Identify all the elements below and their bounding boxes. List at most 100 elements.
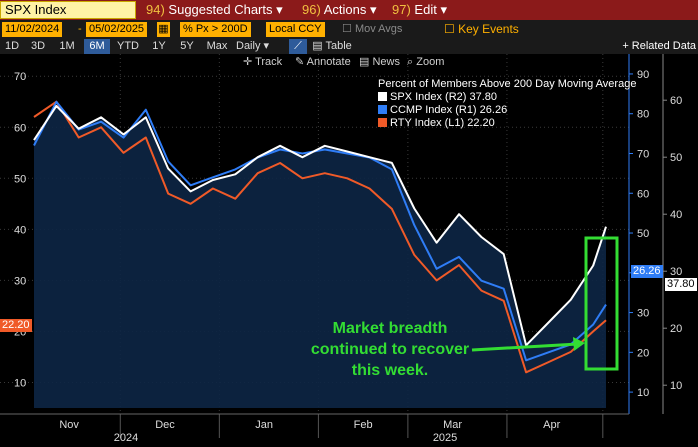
arrow-head-icon [573, 337, 585, 351]
menu-label: Suggested Charts [168, 2, 273, 17]
track-label: Track [255, 56, 283, 68]
y-tick-label-left: 50 [14, 173, 26, 185]
chart-legend: Percent of Members Above 200 Day Moving … [378, 78, 637, 130]
annotation-text: Market breadth continued to recover this… [310, 320, 470, 379]
area-fill [34, 105, 606, 409]
frequency-label: Daily [236, 40, 261, 52]
y-tick-label-r2: 30 [670, 266, 682, 278]
legend-label: RTY Index (L1) [390, 117, 465, 129]
highlight-box [584, 236, 619, 371]
y-tick-label-r1: 10 [637, 387, 649, 399]
range-5y[interactable]: 5Y [180, 40, 194, 52]
legend-entry-rty[interactable]: RTY Index (L1) 22.20 [378, 117, 626, 130]
legend-title: Percent of Members Above 200 Day Moving … [378, 78, 637, 90]
series-line-spx-index [33, 104, 607, 347]
y-tick-label-r1: 80 [637, 109, 649, 121]
actions-menu[interactable]: 96) Actions ▾ [302, 1, 377, 19]
legend-value: 26.26 [479, 104, 508, 116]
currency-select[interactable]: Local CCY [266, 22, 325, 37]
track-tool[interactable]: ✛ Track [243, 55, 282, 69]
mov-avgs-label: Mov Avgs [354, 23, 403, 35]
range-6m[interactable]: 6M [84, 39, 110, 54]
top-toolbar [0, 0, 698, 20]
y-tick-label-left: 60 [14, 122, 26, 134]
menu-number: 94) [146, 2, 165, 17]
y-tick-label-r2: 10 [670, 380, 682, 392]
legend-label: CCMP Index (R1) [390, 104, 477, 116]
y-tick-label-left: 10 [14, 377, 26, 389]
start-date-input[interactable]: 11/02/2024 [2, 22, 63, 37]
range-1y[interactable]: 1Y [152, 40, 166, 52]
legend-swatch [378, 92, 387, 101]
x-tick-label: Mar [443, 419, 462, 431]
x-tick-label: Feb [354, 419, 373, 431]
legend-value: 37.80 [469, 91, 498, 103]
legend-value: 22.20 [467, 117, 495, 129]
ticker-input[interactable]: SPX Index [0, 1, 136, 19]
table-button[interactable]: ▤ Table [312, 39, 352, 54]
chevron-down-icon: ▾ [369, 2, 377, 17]
range-ytd[interactable]: YTD [117, 40, 139, 52]
range-1m[interactable]: 1M [59, 40, 75, 52]
rty-value-tag: 22.20 [0, 319, 32, 332]
table-icon: ▤ [312, 40, 323, 52]
legend-entry-spx[interactable]: SPX Index (R2) 37.80 [378, 91, 626, 104]
y-tick-label-r2: 50 [670, 152, 682, 164]
calendar-icon[interactable]: ▦ [157, 22, 170, 37]
chevron-down-icon: ▾ [440, 2, 447, 17]
field-select[interactable]: % Px > 200D [180, 22, 251, 37]
y-tick-label-left: 40 [14, 224, 26, 236]
edit-menu[interactable]: 97) Edit ▾ [392, 1, 447, 19]
pencil-icon: ✎ [295, 56, 305, 68]
y-tick-label-r1: 70 [637, 148, 649, 160]
x-year-label: 2024 [114, 432, 138, 444]
frequency-select[interactable]: Daily ▾ [236, 39, 278, 54]
key-events-toggle[interactable]: ☐ Key Events [444, 22, 519, 37]
zoom-tool[interactable]: ⌕ Zoom [407, 55, 444, 69]
related-data-button[interactable]: + Related Data [622, 40, 696, 52]
key-events-label: Key Events [458, 22, 519, 36]
magnifier-icon: ⌕ [407, 56, 414, 68]
crosshair-icon: ✛ [243, 56, 253, 68]
line-chart-icon[interactable]: ⟋ [289, 39, 307, 54]
annotate-tool[interactable]: ✎ Annotate [295, 55, 351, 69]
suggested-charts-menu[interactable]: 94) Suggested Charts ▾ [146, 1, 283, 19]
range-bar [0, 39, 698, 54]
news-tool[interactable]: ▤ News [359, 55, 400, 69]
checkbox-icon: ☐ [444, 22, 455, 36]
date-separator: - [78, 23, 82, 35]
x-tick-label: Nov [59, 419, 79, 431]
y-tick-label-r1: 30 [637, 308, 649, 320]
x-tick-label: Jan [255, 419, 273, 431]
annotate-label: Annotate [306, 56, 351, 68]
legend-swatch [378, 105, 387, 114]
settings-bar [0, 20, 698, 39]
end-date-input[interactable]: 05/02/2025 [86, 22, 148, 37]
checkbox-icon: ☐ [342, 23, 352, 35]
legend-swatch [378, 118, 387, 127]
menu-label: Edit [414, 2, 437, 17]
y-tick-label-left: 70 [14, 71, 26, 83]
range-max[interactable]: Max [206, 40, 228, 52]
spx-area [34, 105, 606, 409]
x-year-label: 2025 [433, 432, 457, 444]
ccmp-value-tag: 26.26 [631, 265, 663, 278]
y-tick-label-r2: 60 [670, 95, 682, 107]
zoom-label: Zoom [416, 56, 445, 68]
legend-entry-ccmp[interactable]: CCMP Index (R1) 26.26 [378, 104, 626, 117]
range-1d[interactable]: 1D [4, 40, 20, 52]
menu-label: Actions [323, 2, 367, 17]
chevron-down-icon: ▾ [263, 40, 270, 52]
y-tick-label-r1: 90 [637, 69, 649, 81]
spx-value-tag: 37.80 [665, 278, 697, 291]
y-tick-label-r1: 60 [637, 188, 649, 200]
news-label: News [372, 56, 400, 68]
legend-label: SPX Index (R2) [390, 91, 467, 103]
x-tick-label: Apr [543, 419, 560, 431]
news-icon: ▤ [359, 56, 370, 68]
mov-avgs-toggle[interactable]: ☐ Mov Avgs [342, 22, 402, 37]
y-tick-label-r2: 20 [670, 323, 682, 335]
range-3d[interactable]: 3D [30, 40, 46, 52]
x-tick-label: Dec [155, 419, 175, 431]
